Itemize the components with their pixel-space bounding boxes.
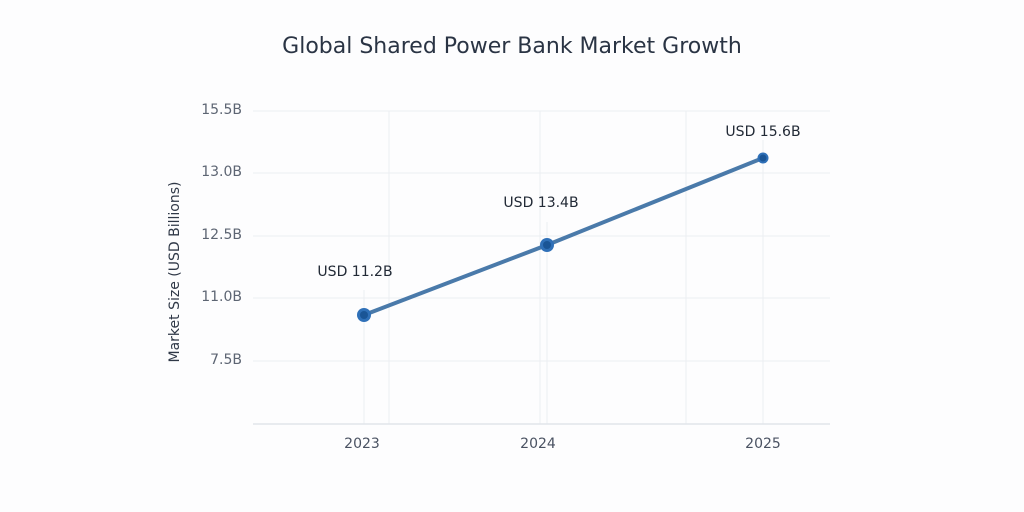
y-tick: 12.5B [201,227,242,243]
y-tick: 15.5B [201,102,242,118]
x-tick: 2024 [520,436,556,452]
data-label: USD 15.6B [725,124,801,140]
y-axis-label: Market Size (USD Billions) [167,181,183,363]
y-tick: 7.5B [210,352,242,368]
data-markers [357,152,769,322]
data-label: USD 13.4B [503,195,579,211]
x-tick: 2025 [745,436,781,452]
chart-title: Global Shared Power Bank Market Growth [282,34,742,59]
data-label: USD 11.2B [317,264,393,280]
y-tick: 13.0B [201,164,242,180]
x-tick: 2023 [344,436,380,452]
y-tick: 11.0B [201,289,242,305]
